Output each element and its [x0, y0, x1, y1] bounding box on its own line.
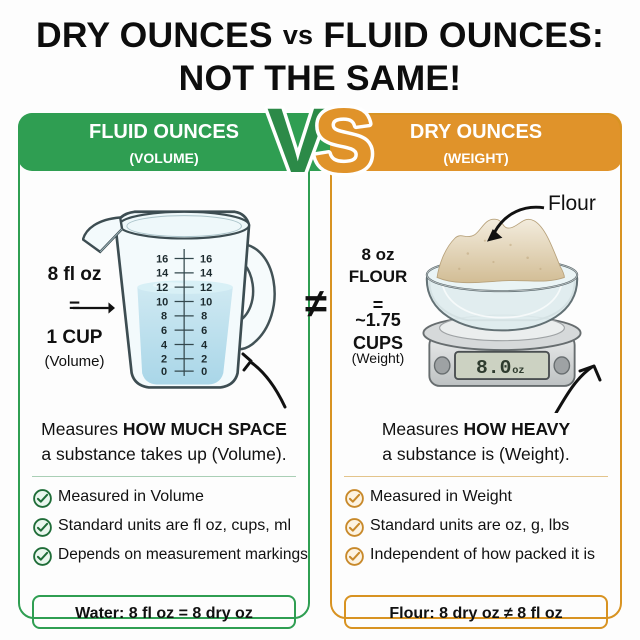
svg-text:10: 10	[156, 296, 168, 308]
svg-text:14: 14	[200, 268, 213, 280]
svg-text:8: 8	[201, 311, 207, 323]
svg-text:16: 16	[156, 253, 168, 265]
svg-text:0: 0	[201, 366, 207, 378]
svg-text:16: 16	[200, 253, 212, 265]
svg-text:S: S	[313, 90, 374, 192]
svg-text:2: 2	[201, 354, 207, 366]
svg-text:10: 10	[200, 296, 212, 308]
svg-text:6: 6	[201, 325, 207, 337]
svg-text:4: 4	[201, 339, 208, 351]
svg-text:4: 4	[161, 339, 168, 351]
svg-text:2: 2	[161, 354, 167, 366]
svg-text:6: 6	[161, 325, 167, 337]
svg-text:14: 14	[156, 268, 169, 280]
svg-text:12: 12	[200, 282, 212, 294]
svg-text:8: 8	[161, 311, 167, 323]
svg-text:0: 0	[161, 366, 167, 378]
svg-text:12: 12	[156, 282, 168, 294]
